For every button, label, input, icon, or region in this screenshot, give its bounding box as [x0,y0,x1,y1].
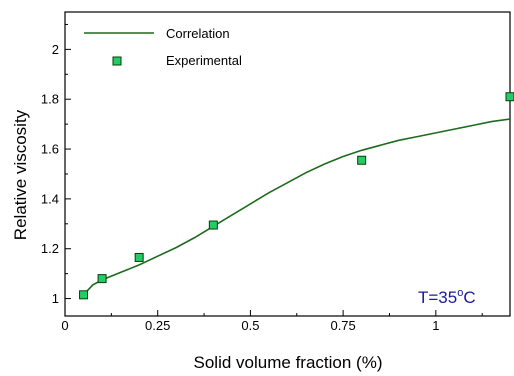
plot-frame [64,11,511,317]
y-axis-ticks: 1 1.2 1.4 1.6 1.8 2 [41,23,71,306]
x-tick-label: 0.75 [330,318,355,333]
experimental-point [208,220,218,230]
experimental-point [79,290,89,300]
y-tick-label: 2 [52,42,59,57]
x-tick-label: 0.25 [145,318,170,333]
experimental-point [97,274,107,284]
x-axis-ticks: 0 0.25 0.5 0.75 1 [61,310,483,333]
y-tick-label: 1.8 [41,92,59,107]
x-tick-label: 0.5 [241,318,259,333]
temperature-annotation: T=35oC [418,287,476,307]
experimental-point [505,92,514,102]
experimental-point [357,155,367,165]
correlation-line [82,118,511,296]
legend: Correlation Experimental [84,26,242,68]
x-tick-label: 0 [61,318,68,333]
experimental-markers [79,92,514,300]
y-tick-label: 1.2 [41,241,59,256]
y-tick-label: 1 [52,291,59,306]
y-axis-label: Relative viscosity [11,109,30,240]
y-tick-label: 1.4 [41,191,59,206]
legend-label-experimental: Experimental [166,53,242,68]
x-tick-label: 1 [432,318,439,333]
y-tick-label: 1.6 [41,142,59,157]
experimental-point [134,252,144,262]
x-axis-label: Solid volume fraction (%) [194,353,383,372]
legend-marker-swatch [112,56,122,66]
legend-label-correlation: Correlation [166,26,230,41]
